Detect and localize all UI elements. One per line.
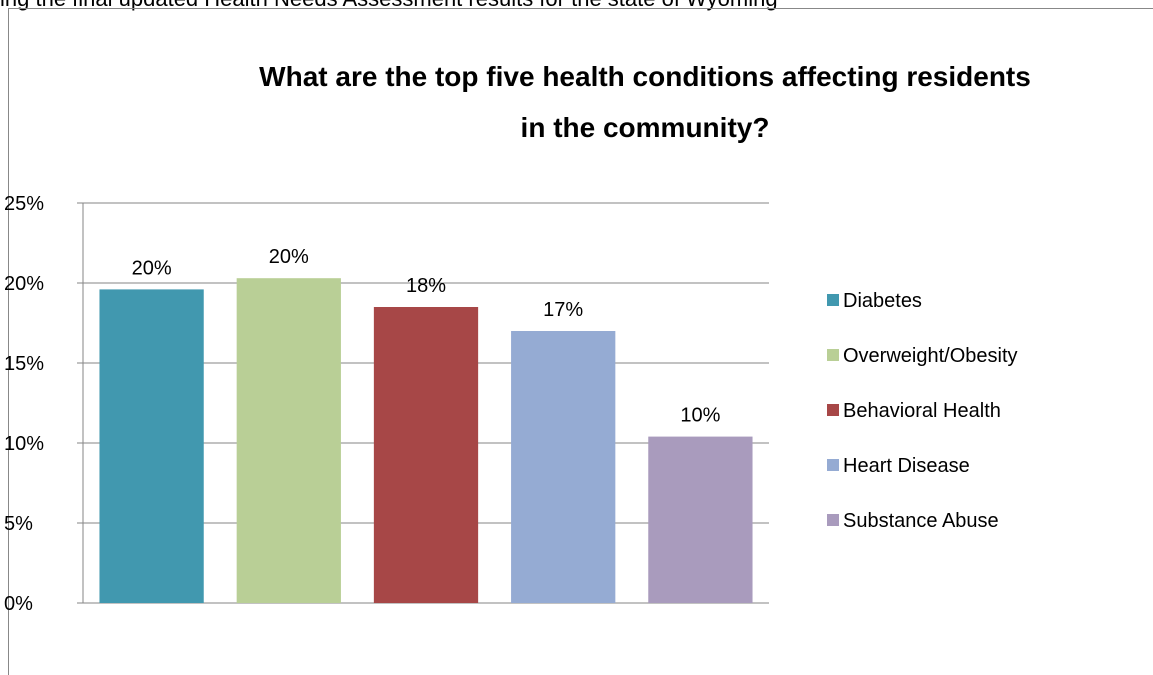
y-tick-label: 10% [4, 433, 44, 455]
legend-label: Heart Disease [843, 455, 970, 477]
legend-label: Diabetes [843, 290, 922, 312]
chart-frame [8, 8, 1153, 675]
legend-swatch [827, 459, 839, 471]
legend-swatch [827, 404, 839, 416]
clipped-document-text: ing the final updated Health Needs Asses… [0, 0, 1153, 12]
y-tick-label: 25% [4, 193, 44, 215]
y-tick-label: 0% [4, 593, 33, 615]
legend-label: Behavioral Health [843, 400, 1001, 422]
data-label: 10% [680, 405, 720, 427]
data-label: 20% [269, 246, 309, 268]
y-tick-label: 5% [4, 513, 33, 535]
legend-label: Overweight/Obesity [843, 345, 1018, 367]
legend-swatch [827, 294, 839, 306]
data-label: 20% [132, 257, 172, 279]
y-tick-label: 20% [4, 273, 44, 295]
bar-5 [648, 436, 753, 603]
chart-title-line-1: What are the top five health conditions … [259, 61, 1031, 92]
data-label: 18% [406, 275, 446, 297]
y-tick-label: 15% [4, 353, 44, 375]
bar-3 [373, 307, 479, 603]
legend-swatch [827, 514, 839, 526]
legend-label: Substance Abuse [843, 510, 999, 532]
chart-title-line-2: in the community? [521, 112, 770, 143]
bar-2 [236, 278, 341, 603]
bar-4 [511, 331, 616, 603]
bar-1 [99, 289, 204, 603]
legend-swatch [827, 349, 839, 361]
data-label: 17% [543, 299, 583, 321]
